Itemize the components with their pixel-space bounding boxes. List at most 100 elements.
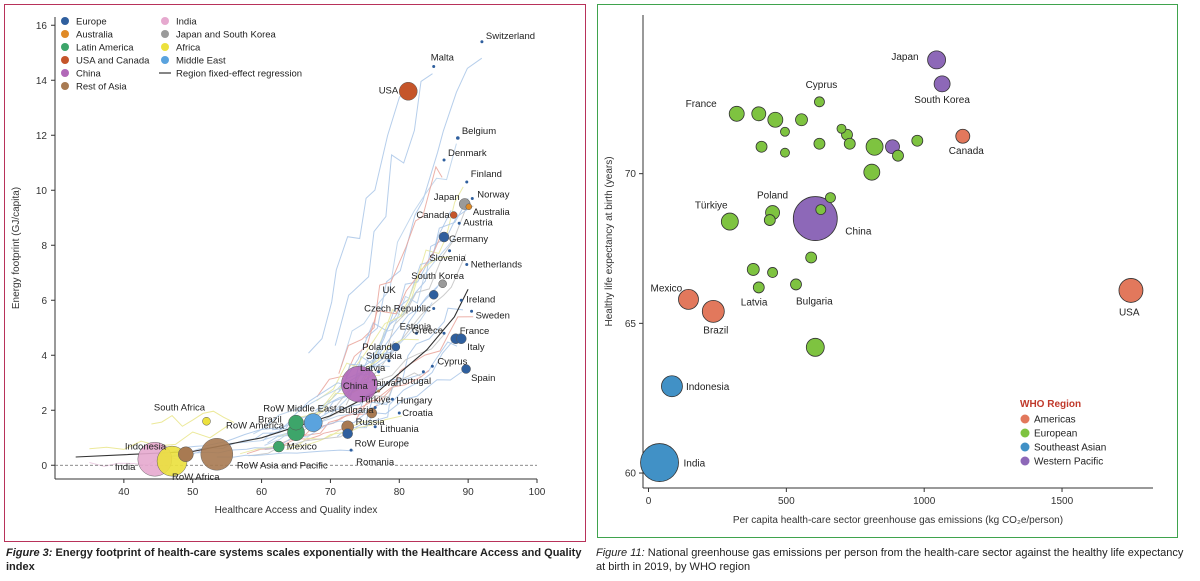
y-tick-label: 60 (625, 469, 637, 480)
label-japan: Japan (434, 192, 460, 203)
point-uk (428, 290, 439, 300)
label-latvia: Latvia (741, 297, 768, 308)
label-spain: Spain (471, 373, 495, 384)
point-denmark (442, 158, 446, 162)
point-norway (470, 197, 474, 200)
point-ireland (459, 298, 463, 302)
x-tick-label: 500 (778, 496, 795, 507)
label-sweden: Sweden (476, 310, 510, 321)
x-tick-label: 100 (529, 487, 546, 498)
trajectory-line (171, 422, 294, 453)
label-south-korea: South Korea (411, 271, 465, 282)
label-usa: USA (379, 85, 399, 96)
x-tick-label: 0 (646, 496, 652, 507)
trajectory-line (340, 143, 457, 368)
y-tick-label: 16 (36, 21, 48, 32)
point-taiwan (377, 389, 381, 393)
figure-3-panel: 0 2 4 6 8 10 12 14 16 40 50 60 70 80 90 100 Healthcare A… (4, 4, 586, 542)
legend-label-latin-america: Latin America (76, 43, 134, 54)
point-country-23 (843, 137, 856, 150)
point-china (792, 196, 838, 241)
trajectory-line (336, 366, 469, 437)
legend-label-european: European (1034, 429, 1077, 440)
label-row-europe: RoW Europe (355, 439, 409, 450)
label-canada: Canada (949, 146, 984, 157)
x-tick-label: 90 (463, 487, 475, 498)
point-greece (442, 331, 446, 335)
label-croatia: Croatia (402, 408, 433, 419)
label-latvia: Latvia (360, 363, 386, 374)
point-poland (391, 342, 401, 352)
figure-11-caption: Figure 11: National greenhouse gas emiss… (596, 546, 1186, 574)
legend-label-western-pacific: Western Pacific (1034, 457, 1103, 468)
x-tick-label: 60 (256, 487, 268, 498)
label-slovakia: Slovakia (366, 351, 403, 362)
point-country-12 (728, 105, 745, 122)
x-tick-label: 70 (325, 487, 337, 498)
legend-label-rest-of-asia: Rest of Asia (76, 82, 127, 93)
trajectory-line (272, 404, 378, 449)
point-country-30 (814, 96, 825, 108)
trajectory-line (353, 206, 472, 388)
y-axis-title: Energy footprint (GJ/capita) (11, 187, 22, 309)
point-country-7 (805, 337, 825, 357)
point-south-africa (202, 417, 211, 426)
point-south-korea (438, 279, 447, 288)
point-belgium (456, 136, 460, 140)
label-row-america: RoW America (226, 420, 285, 431)
point-italy (456, 333, 467, 344)
point-estonia (415, 331, 418, 335)
label-ireland: Ireland (466, 294, 495, 305)
trajectory-line (264, 401, 391, 446)
label-estonia: Estonia (400, 321, 432, 332)
point-finland (465, 180, 469, 184)
x-tick-label: 1500 (1051, 496, 1074, 507)
label-taiwan: Taiwan (372, 378, 402, 389)
point-country-34 (780, 126, 790, 137)
label-south-africa: South Africa (154, 402, 206, 413)
point-austria (457, 221, 461, 225)
legend-swatch-china (61, 69, 69, 77)
label-france: France (460, 326, 490, 337)
point-row-europe (342, 428, 353, 439)
point-labels: Japan South Korea Canada China Poland Türkiye… (650, 52, 1139, 470)
point-portugal (421, 370, 425, 374)
point-country-11 (863, 163, 881, 181)
label-china: China (343, 381, 369, 392)
legend-label-usa-and-canada: USA and Canada (76, 56, 150, 67)
point-country-31 (825, 192, 836, 204)
point-usa (398, 82, 418, 101)
point-germany (438, 231, 450, 243)
label-indonesia: Indonesia (686, 382, 730, 393)
label-cyprus: Cyprus (806, 80, 838, 91)
label-south-korea: South Korea (914, 95, 970, 106)
point-czech-republic (432, 307, 436, 310)
trajectory-line (308, 93, 407, 354)
x-tick-label: 1000 (913, 496, 936, 507)
trajectory-line (363, 332, 460, 428)
legend-swatch-southeast-asian (1020, 442, 1030, 452)
label-indonesia: Indonesia (125, 441, 167, 452)
point-row-asia-and-pacific (200, 438, 234, 471)
point-cyprus (430, 364, 434, 368)
label-t-rkiye: Türkiye (360, 395, 391, 406)
point-australia (465, 203, 473, 210)
point-japan (927, 50, 946, 70)
legend-swatch-middle-east (161, 56, 169, 64)
legend-swatch-western-pacific (1020, 456, 1030, 466)
point-sweden (470, 309, 474, 313)
label-portugal: Portugal (396, 376, 431, 387)
label-denmark: Denmark (448, 148, 487, 159)
legend-label-europe: Europe (76, 17, 107, 28)
legend-label-southeast-asian: Southeast Asian (1034, 443, 1106, 454)
label-switzerland: Switzerland (486, 31, 535, 42)
point-china (341, 365, 378, 403)
label-row-africa: RoW Africa (172, 472, 220, 483)
point-bulgaria (366, 407, 377, 419)
point-malta (432, 65, 436, 68)
y-tick-label: 8 (41, 241, 47, 252)
energy-footprint-chart: 0 2 4 6 8 10 12 14 16 40 50 60 70 80 90 100 Healthcare A… (11, 17, 546, 517)
label-finland: Finland (471, 169, 502, 180)
label-austria: Austria (463, 217, 493, 228)
point-south-korea (933, 75, 951, 93)
